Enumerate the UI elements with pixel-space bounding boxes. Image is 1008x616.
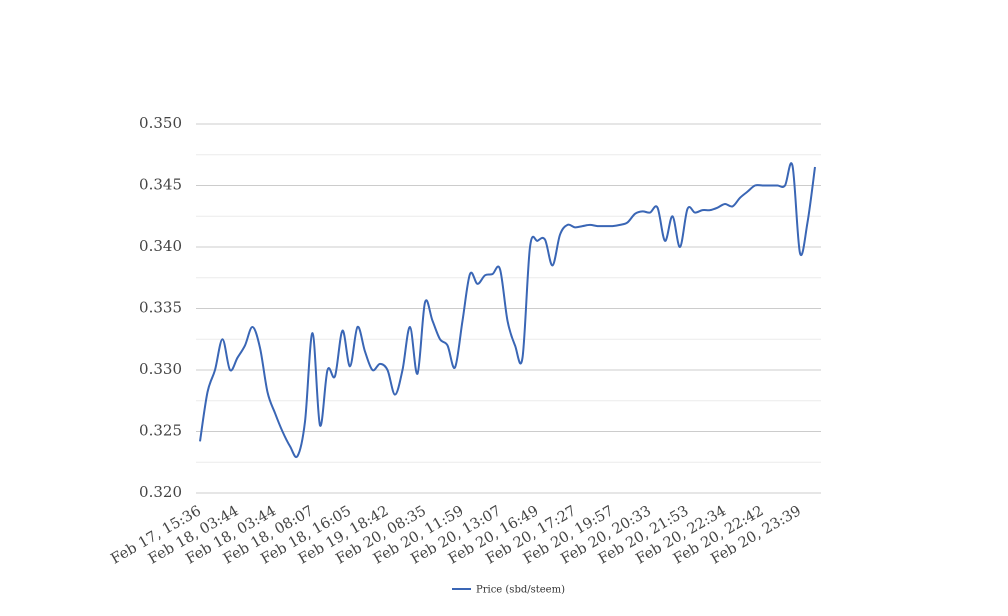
y-tick-label: 0.340 <box>139 237 182 255</box>
y-tick-label: 0.330 <box>139 360 182 378</box>
y-tick-label: 0.345 <box>139 176 182 194</box>
y-tick-label: 0.320 <box>139 483 182 501</box>
y-tick-label: 0.325 <box>139 422 182 440</box>
legend-label: Price (sbd/steem) <box>476 585 565 596</box>
price-line <box>199 162 816 459</box>
y-tick-label: 0.350 <box>139 114 182 132</box>
y-tick-label: 0.335 <box>139 299 182 317</box>
